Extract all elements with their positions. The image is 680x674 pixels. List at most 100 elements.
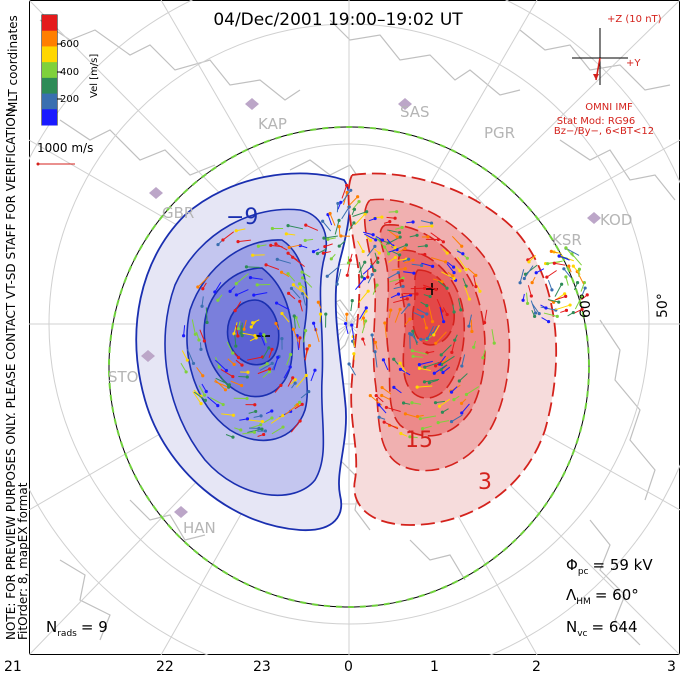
velocity-vector <box>234 301 242 311</box>
vector-origin <box>245 375 249 379</box>
vector-origin <box>197 338 201 342</box>
mlt-label-22: 22 <box>156 659 174 674</box>
velocity-vector <box>249 424 261 429</box>
velocity-vector <box>387 272 399 279</box>
velocity-vector <box>468 314 472 327</box>
vector-origin <box>224 368 229 373</box>
vector-origin <box>281 425 285 429</box>
vector-origin <box>373 268 377 273</box>
velocity-vector <box>389 277 404 283</box>
vector-origin <box>425 304 429 308</box>
vector-origin <box>234 281 238 286</box>
vector-origin <box>181 334 186 338</box>
station-kap: KAP <box>245 98 287 133</box>
vector-origin <box>422 380 427 384</box>
vector-origin <box>398 235 402 239</box>
velocity-vector <box>310 370 316 382</box>
velocity-vector <box>317 248 327 255</box>
velocity-vector <box>293 315 296 329</box>
vector-origin <box>373 340 378 344</box>
vector-origin <box>348 258 352 262</box>
velocity-vector <box>300 391 310 399</box>
velocity-vector <box>358 262 363 277</box>
velocity-vector <box>181 350 188 361</box>
velocity-vector <box>554 304 571 311</box>
vector-origin <box>325 274 329 278</box>
vector-origin <box>303 238 307 243</box>
vector-origin <box>337 244 341 248</box>
vector-origin <box>403 267 407 271</box>
vector-origin <box>279 270 284 274</box>
vector-origin <box>398 307 402 311</box>
vector-origin <box>301 291 305 296</box>
velocity-vector <box>461 403 470 414</box>
stat-phi-pc: Φpc = 59 kV <box>566 556 653 577</box>
velocity-vector <box>451 341 455 353</box>
velocity-vector <box>374 252 379 263</box>
velocity-vector <box>287 252 298 261</box>
vector-origin <box>395 210 399 214</box>
vector-origin <box>380 393 384 398</box>
vector-origin <box>415 233 419 237</box>
velocity-vector <box>198 385 206 396</box>
vector-origin <box>450 350 454 355</box>
vector-origin <box>433 401 438 405</box>
vector-origin <box>268 367 272 371</box>
vector-origin <box>423 286 427 290</box>
vector-origin <box>216 298 220 302</box>
vector-origin <box>245 396 249 401</box>
mlt-axis: 21 22 23 0 1 2 3 <box>4 659 676 674</box>
vector-origin <box>347 205 351 209</box>
svg-text:STO: STO <box>108 368 139 386</box>
velocity-vector <box>196 367 204 377</box>
velocity-vector <box>341 206 350 220</box>
vector-origin <box>377 415 381 419</box>
vector-origin <box>366 275 370 279</box>
vector-origin <box>396 292 401 296</box>
svg-text:SAS: SAS <box>400 103 430 121</box>
hm-boundary-dark <box>108 126 590 608</box>
vector-origin <box>530 280 534 285</box>
velocity-vector <box>292 256 305 267</box>
lat-label-60: 60° <box>578 293 594 318</box>
map-title: 04/Dec/2001 19:00–19:02 UT <box>213 10 463 30</box>
velocity-vector <box>361 320 367 334</box>
station-pgr: PGR <box>484 124 515 142</box>
vector-origin <box>280 337 284 341</box>
velocity-vector <box>421 262 433 267</box>
velocity-vector <box>350 300 353 312</box>
velocity-vector <box>363 231 374 236</box>
velocity-vector <box>304 348 308 361</box>
vector-origin <box>240 334 244 338</box>
vector-origin <box>324 312 328 316</box>
vector-origin <box>289 286 294 291</box>
velocity-vector <box>424 361 440 368</box>
vector-origin <box>213 290 217 294</box>
velocity-vector <box>201 296 204 307</box>
velocity-vector <box>470 319 473 332</box>
vector-origin <box>270 347 274 351</box>
scale-vector: 1000 m/s <box>36 141 93 166</box>
velocity-vector <box>291 288 301 299</box>
station-ksr: KSR <box>552 231 582 249</box>
velocity-vector <box>345 323 349 334</box>
vector-origin <box>472 345 476 349</box>
velocity-vector <box>393 285 404 290</box>
velocity-vector <box>519 269 525 283</box>
vector-origin <box>518 281 522 285</box>
vector-origin <box>260 427 264 431</box>
vector-origin <box>405 297 409 301</box>
velocity-vector <box>192 391 202 404</box>
vector-origin <box>252 293 256 297</box>
vector-origin <box>217 365 221 369</box>
vector-origin <box>429 221 434 225</box>
vector-origin <box>201 287 205 291</box>
velocity-vector <box>214 381 229 388</box>
svg-text:GBR: GBR <box>162 204 194 222</box>
vector-origin <box>384 405 388 410</box>
vector-origin <box>199 347 203 351</box>
vector-origin <box>356 195 360 199</box>
vector-origin <box>343 321 348 326</box>
vector-origin <box>298 299 302 303</box>
vector-origin <box>420 427 425 431</box>
